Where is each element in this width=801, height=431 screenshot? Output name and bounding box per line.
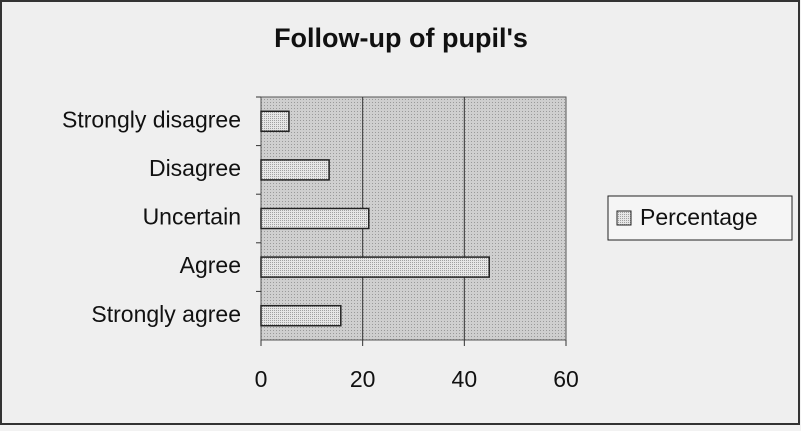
bar [260,256,490,278]
legend [607,195,793,241]
bar [260,159,330,181]
legend-label: Percentage [640,204,758,230]
chart-title: Follow-up of pupil's [274,23,528,53]
x-tick-label: 20 [350,366,376,392]
x-tick-label: 60 [553,366,579,392]
y-tick-label: Strongly disagree [62,106,241,132]
y-tick-label: Uncertain [143,204,241,230]
bar [260,207,370,230]
y-tick-label: Strongly agree [91,301,241,327]
y-tick-label: Agree [180,252,241,278]
legend-swatch [616,210,632,226]
bar [260,110,290,133]
bar [260,304,342,327]
y-tick-label: Disagree [149,155,241,181]
x-tick-label: 40 [452,366,478,392]
x-tick-label: 0 [255,366,268,392]
